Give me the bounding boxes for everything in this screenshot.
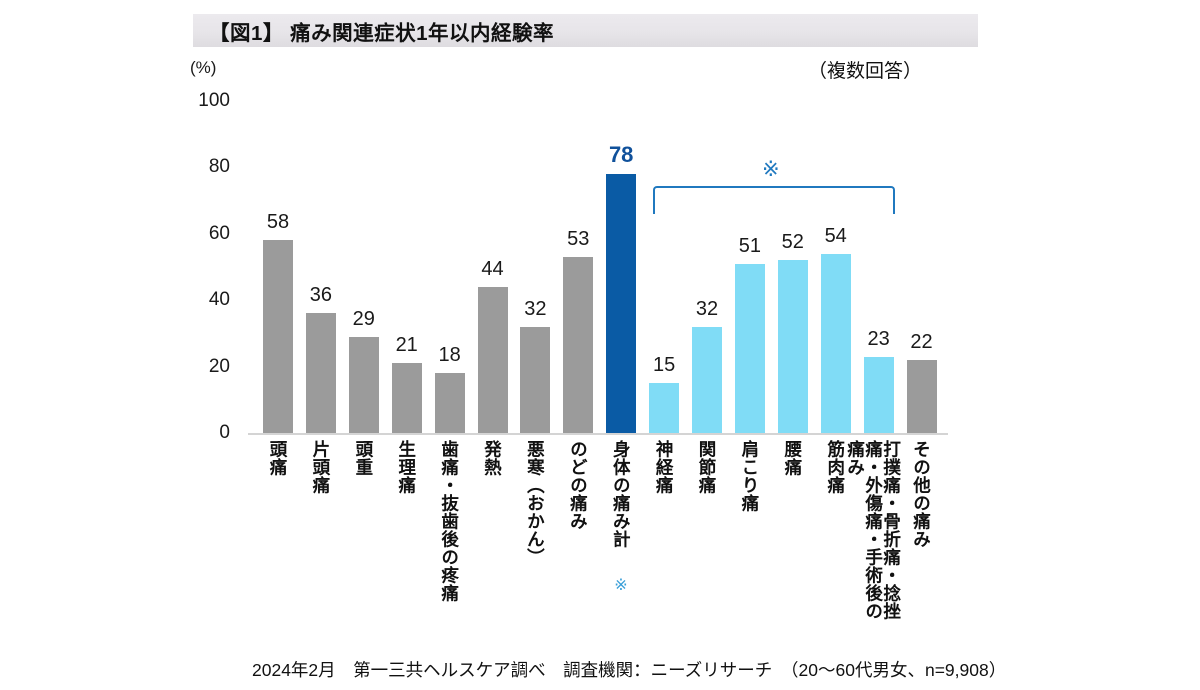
y-axis-tick-40: 40 [208, 289, 230, 311]
multiple-answer-note: （複数回答） [808, 61, 923, 82]
bar-value-label: 29 [352, 307, 375, 330]
bar-value-label: 51 [738, 234, 762, 257]
y-axis-tick-60: 60 [208, 222, 230, 244]
bar [305, 313, 336, 433]
x-axis-category-label: 悪寒（おかん） [525, 440, 546, 566]
bar [649, 383, 680, 433]
bar [563, 257, 594, 433]
x-axis-category-label: 生理痛 [396, 440, 417, 494]
y-axis-unit-label: (%) [190, 58, 217, 77]
x-axis-category-label: 関節痛 [697, 440, 718, 494]
bar-value-label: 58 [266, 211, 290, 234]
bar [348, 336, 379, 433]
bar [863, 356, 894, 433]
x-axis-category-label: 神経痛 [654, 440, 675, 494]
x-axis-baseline [248, 433, 948, 435]
bar-value-label: 32 [524, 297, 547, 320]
bar [434, 373, 465, 433]
x-axis-category-label: 身体の痛み計 [611, 440, 632, 548]
bar-value-label: 36 [309, 284, 333, 307]
bracket-note-mark: ※ [762, 158, 780, 181]
page-title: 【図1】 痛み関連症状1年以内経験率 [209, 21, 554, 45]
bar [734, 263, 765, 433]
y-axis-tick-80: 80 [208, 156, 230, 178]
total-note-mark: ※ [614, 577, 628, 594]
x-axis-category-label: 片頭痛 [310, 440, 331, 494]
bar [520, 326, 551, 433]
bar [906, 359, 937, 433]
bar-value-label: 52 [781, 231, 804, 254]
bar-value-label: 32 [695, 297, 719, 320]
bar-value-label: 23 [867, 327, 890, 350]
group-bracket [653, 186, 895, 214]
bar-value-label: 53 [567, 228, 590, 251]
bar-value-label: 18 [438, 344, 461, 367]
x-axis-category-label: 歯痛・抜歯後の疼痛 [439, 440, 460, 602]
bar [777, 260, 808, 433]
x-axis-category-label: 発熱 [482, 440, 503, 476]
bar [692, 326, 722, 433]
x-axis-category-label: 頭重 [353, 440, 374, 476]
bar-value-label: 21 [395, 334, 418, 357]
bar [477, 286, 508, 433]
bar-value-label: 22 [910, 330, 933, 353]
bar-value-label: 78 [608, 142, 634, 168]
bar [391, 363, 422, 433]
bar [263, 240, 293, 433]
y-axis-tick-20: 20 [208, 355, 230, 377]
bar-value-label: 44 [481, 257, 504, 280]
x-axis-category-label: 筋肉痛 [825, 440, 846, 494]
x-axis-category-label: 腰痛 [782, 440, 803, 476]
bar-value-label: 54 [824, 224, 847, 247]
y-axis-tick-100: 100 [198, 90, 230, 111]
bar-value-label: 15 [652, 354, 676, 377]
bar [606, 174, 637, 433]
y-axis-tick-0: 0 [219, 422, 230, 443]
x-axis-category-label: その他の痛み [911, 440, 932, 548]
x-axis-category-label: 頭痛 [268, 440, 289, 476]
x-axis-category-label: 肩こり痛 [739, 440, 760, 512]
figure-title-bar: 【図1】 痛み関連症状1年以内経験率 [193, 14, 978, 47]
x-axis-category-label: 打撲痛・骨折痛・捻挫痛・外傷痛・手術後の痛み [845, 440, 902, 620]
x-axis-category-label: のどの痛み [568, 440, 589, 530]
bar [820, 253, 851, 433]
source-footnote: 2024年2月 第一三共ヘルスケア調べ 調査機関：ニーズリサーチ （20～60代… [252, 660, 1007, 680]
